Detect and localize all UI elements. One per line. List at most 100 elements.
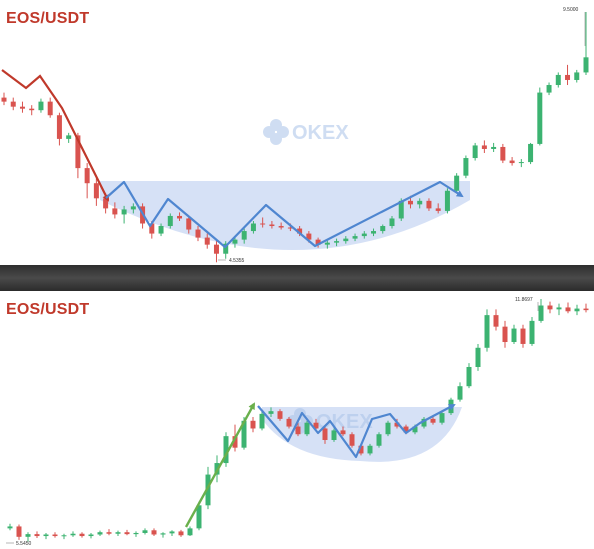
candle-body — [142, 530, 148, 533]
candle-body — [34, 534, 40, 537]
candle-body — [287, 227, 293, 229]
min-price-label: 4.5355 — [229, 258, 245, 264]
candle-body — [315, 239, 321, 245]
candle-body — [38, 101, 44, 111]
candle-body — [29, 108, 35, 111]
candle-body — [509, 160, 515, 164]
candle-body — [407, 200, 413, 205]
candle-body — [340, 430, 346, 435]
candle-body — [322, 428, 328, 440]
candle-body — [178, 531, 184, 536]
candle-body — [574, 308, 580, 312]
candle-body — [500, 146, 506, 161]
candle-body — [537, 92, 543, 144]
candle-body — [417, 200, 423, 205]
downtrend-line — [1, 69, 109, 202]
candle-body — [106, 532, 112, 534]
candle-body — [380, 226, 386, 232]
candle-body — [97, 532, 103, 535]
candle-body — [7, 526, 13, 529]
candlestick-chart-bottom: OKEX 11.8697 5.5450 — [6, 297, 589, 547]
candle-body — [19, 106, 25, 109]
okex-logo-dot — [270, 133, 282, 145]
max-price-label: 11.8697 — [515, 297, 533, 303]
candle-body — [103, 198, 109, 209]
max-price-label: 9.5000 — [563, 7, 579, 13]
candle-body — [334, 241, 340, 243]
candle-body — [546, 85, 552, 93]
candle-body — [583, 308, 589, 311]
candle-body — [574, 72, 580, 80]
candle-body — [502, 326, 508, 343]
candle-body — [556, 307, 562, 310]
candle-body — [25, 534, 31, 537]
candle-body — [213, 244, 219, 254]
candle-body — [412, 426, 418, 433]
candle-body — [349, 434, 355, 446]
candle-body — [295, 426, 301, 435]
candle-body — [1, 97, 7, 102]
candle-body — [324, 242, 330, 245]
candle-body — [195, 229, 201, 238]
candle-body — [10, 101, 16, 107]
chart-title: EOS/USDT — [6, 301, 90, 318]
candle-body — [286, 418, 292, 427]
candle-body — [75, 135, 81, 169]
candle-body — [457, 386, 463, 400]
candle-body — [389, 218, 395, 227]
candle-body — [133, 532, 139, 535]
chart-title: EOS/USDT — [6, 10, 90, 27]
cup-pattern-shape — [100, 181, 470, 250]
candle-body — [565, 307, 571, 312]
candle-body — [232, 239, 238, 244]
candle-body — [241, 231, 247, 240]
candle-body — [313, 422, 319, 429]
candlestick-chart-top: OKEX 9.5000 4.5355 — [1, 7, 589, 264]
candle-body — [268, 411, 274, 414]
candle-body — [223, 243, 229, 254]
candle-body — [158, 226, 164, 234]
candle-body — [196, 505, 202, 529]
candle-body — [403, 426, 409, 433]
okex-watermark: OKEX — [263, 119, 349, 145]
candle-body — [61, 535, 67, 537]
candle-body — [124, 532, 130, 535]
candle-body — [426, 200, 432, 209]
candle-body — [520, 328, 526, 344]
candle-body — [518, 162, 524, 164]
candle-body — [260, 223, 266, 225]
candle-body — [187, 528, 193, 536]
candle-body — [529, 320, 535, 344]
candle-body — [421, 418, 427, 427]
candle-body — [511, 328, 517, 343]
candle-body — [352, 236, 358, 239]
candle-body — [223, 436, 229, 464]
candle-body — [376, 434, 382, 446]
candle-body — [304, 422, 310, 435]
candle-body — [361, 233, 367, 237]
candle-body — [555, 74, 561, 86]
chart-panel-top: OKEX 9.5000 4.5355 EOS/USDT — [0, 0, 594, 265]
candle-body — [466, 366, 472, 387]
candle-body — [306, 233, 312, 240]
candle-body — [130, 206, 136, 210]
candle-body — [583, 57, 589, 73]
cup-zigzag-line — [257, 404, 456, 459]
okex-watermark-text: OKEX — [292, 122, 349, 144]
candle-body — [169, 531, 175, 534]
candle-body — [394, 422, 400, 427]
candle-body — [232, 436, 238, 448]
candle-body — [121, 209, 127, 215]
candle-body — [204, 237, 210, 245]
candle-body — [250, 223, 256, 232]
candle-body — [491, 146, 497, 149]
candle-body — [538, 305, 544, 321]
candle-body — [66, 135, 72, 139]
candle-body — [269, 224, 275, 227]
candle-body — [115, 532, 121, 534]
okex-watermark-text: OKEX — [316, 411, 373, 433]
candle-body — [331, 430, 337, 440]
candle-body — [278, 226, 284, 228]
candle-body — [398, 200, 404, 219]
candle-body — [70, 533, 76, 536]
